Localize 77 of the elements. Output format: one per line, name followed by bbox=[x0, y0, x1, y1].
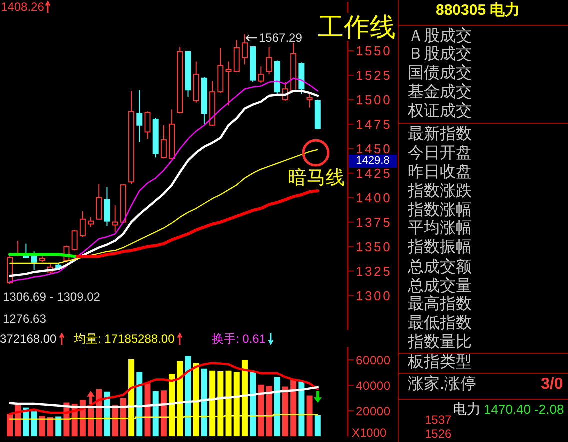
y-tick-label: 1450 bbox=[356, 141, 392, 156]
text: 最低指数 bbox=[408, 315, 472, 332]
text: 最新指数 bbox=[408, 126, 472, 143]
line-series bbox=[8, 386, 320, 408]
bar bbox=[31, 412, 38, 436]
y-tick-label: 1525 bbox=[356, 68, 392, 84]
bar bbox=[88, 408, 94, 436]
text: 涨家.涨停 bbox=[408, 376, 476, 393]
y-tick-label: 60000 bbox=[356, 353, 391, 368]
text: 1470.40 -2.08 bbox=[484, 402, 564, 416]
bar bbox=[258, 384, 264, 436]
text: Ｂ股成交 bbox=[408, 46, 472, 63]
candlestick bbox=[226, 61, 232, 106]
text: 换手: 0.61 bbox=[212, 332, 266, 346]
text: 今日开盘 bbox=[408, 145, 472, 162]
text: 总成交额 bbox=[408, 258, 472, 276]
y-tick-label: 1375 bbox=[356, 214, 392, 230]
y-tick-label: 1500 bbox=[356, 92, 392, 108]
bar bbox=[152, 391, 159, 436]
annotation: 暗马线 bbox=[288, 168, 345, 189]
text: 指数振幅 bbox=[408, 239, 472, 256]
annotation: 1408.26 bbox=[1, 0, 44, 14]
bar bbox=[314, 415, 321, 436]
bar bbox=[56, 416, 62, 436]
text: 3/0 bbox=[541, 376, 564, 393]
y-tick-label: 20000 bbox=[356, 404, 391, 418]
text: Ａ股成交 bbox=[408, 28, 472, 45]
text: 1429.8 bbox=[356, 155, 390, 168]
bar bbox=[274, 377, 280, 436]
y-tick-label: 1350 bbox=[356, 239, 392, 254]
y-tick-label: 1425 bbox=[356, 166, 392, 181]
bar bbox=[39, 416, 46, 436]
bar bbox=[185, 356, 192, 436]
bar bbox=[266, 386, 272, 436]
text: 国债成交 bbox=[408, 65, 472, 82]
text: 平均涨幅 bbox=[408, 220, 472, 238]
candlestick bbox=[136, 90, 143, 143]
bar bbox=[290, 380, 297, 436]
text: 指数涨幅 bbox=[408, 202, 472, 219]
text: 总成交量 bbox=[408, 278, 472, 295]
bar bbox=[160, 390, 167, 436]
text: 880305 电力 bbox=[436, 2, 520, 19]
line-series bbox=[8, 362, 320, 416]
text: 1526 bbox=[425, 427, 452, 441]
y-axis-title: X1000 bbox=[352, 426, 387, 440]
y-tick-label: 40000 bbox=[356, 378, 391, 393]
text: 权证成交 bbox=[408, 102, 472, 120]
y-tick-label: 1400 bbox=[356, 190, 392, 206]
y-tick-label: 1325 bbox=[356, 264, 392, 279]
annotation: 1276.63 bbox=[3, 312, 46, 326]
y-tick-label: 1300 bbox=[356, 288, 392, 304]
text: 最高指数 bbox=[408, 296, 472, 313]
bar bbox=[201, 368, 208, 436]
text: 372168.00 bbox=[0, 332, 57, 346]
bar bbox=[144, 384, 151, 436]
text: 指数涨跌 bbox=[408, 183, 472, 200]
text: 均量: 17185288.00 bbox=[74, 332, 175, 346]
y-tick-label: 1550 bbox=[356, 44, 392, 59]
bar bbox=[136, 372, 143, 436]
y-tick-label: 1475 bbox=[356, 117, 392, 132]
bar bbox=[7, 414, 13, 436]
bar bbox=[282, 386, 288, 436]
text: 1537 bbox=[425, 413, 452, 427]
annotation: 工作线 bbox=[318, 12, 396, 42]
bar bbox=[48, 417, 54, 436]
line-series bbox=[73, 189, 320, 258]
bar bbox=[306, 396, 313, 436]
text: 昨日收盘 bbox=[408, 164, 472, 181]
text: 电力 bbox=[453, 401, 481, 417]
text: 板指类型 bbox=[408, 354, 472, 371]
annotation: 1306.69 - 1309.02 bbox=[3, 290, 100, 304]
annotation: 1567.29 bbox=[259, 31, 302, 45]
text: 指数量比 bbox=[408, 334, 472, 352]
bar bbox=[250, 372, 256, 436]
candlestick bbox=[112, 205, 118, 233]
bar bbox=[298, 382, 305, 436]
text: 基金成交 bbox=[408, 84, 472, 101]
